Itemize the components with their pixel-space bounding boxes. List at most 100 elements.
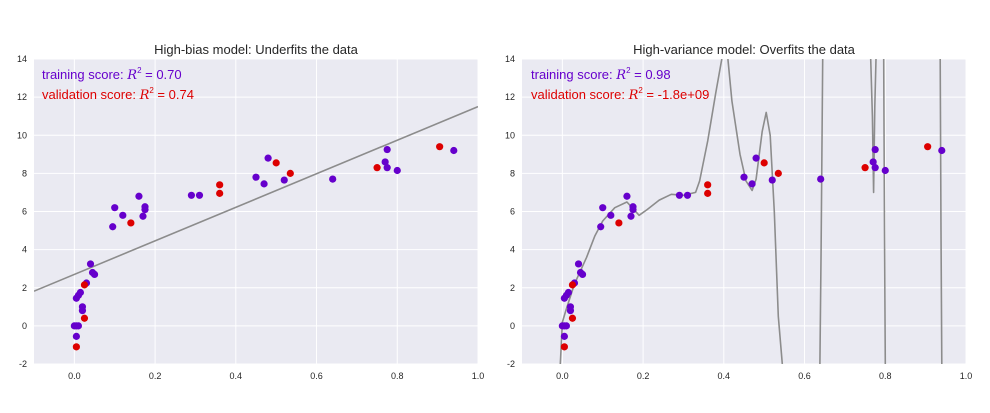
y-tick-label: -2 (507, 359, 515, 369)
training-point (629, 205, 637, 214)
training-point (566, 307, 575, 315)
training-point (869, 158, 877, 166)
training-point (871, 164, 879, 172)
training-point (252, 173, 260, 181)
validation-point (760, 159, 768, 167)
training-point (383, 164, 391, 172)
training-point (264, 154, 272, 162)
training-point (817, 175, 825, 183)
training-point (280, 176, 288, 184)
validation-point (436, 143, 444, 151)
validation-score-label: validation score: R2 = -1.8e+09 (531, 86, 709, 103)
x-tick-label: 0.2 (637, 371, 650, 381)
x-tick-label: 1.0 (960, 371, 973, 381)
x-tick-label: 0.8 (391, 371, 404, 381)
model-fit-curve-segment (559, 59, 723, 364)
model-fit-curve-segment (727, 59, 784, 364)
training-point (74, 322, 82, 330)
model-fit-curve-segment (869, 59, 877, 194)
y-tick-label: 8 (510, 168, 515, 178)
training-score-label: training score: R2 = 0.98 (531, 66, 671, 83)
y-tick-label: 8 (22, 168, 27, 178)
training-point (260, 180, 268, 188)
training-point (78, 307, 87, 315)
plot-content (34, 105, 478, 351)
model-fit-curve-segment (939, 59, 943, 364)
validation-point (615, 219, 623, 227)
training-point (381, 158, 389, 166)
training-point (599, 204, 607, 212)
y-tick-label: 10 (17, 130, 27, 140)
training-point (393, 166, 401, 175)
y-tick-label: 4 (510, 245, 515, 255)
training-point (90, 270, 99, 279)
training-point (562, 322, 571, 330)
x-tick-label: 0.8 (879, 371, 892, 381)
x-tick-label: 0.0 (556, 371, 569, 381)
validation-point (774, 169, 782, 177)
validation-point (924, 143, 932, 151)
training-point (139, 212, 147, 220)
training-point (740, 173, 748, 181)
validation-point (216, 189, 224, 197)
training-point (72, 332, 80, 340)
validation-point (286, 169, 294, 177)
validation-point (272, 159, 280, 167)
training-point (597, 223, 605, 231)
training-point (683, 191, 692, 199)
training-point (86, 260, 95, 268)
plot-content (558, 59, 946, 364)
training-point (627, 212, 635, 220)
training-score-label: training score: R2 = 0.70 (42, 66, 182, 83)
y-tick-label: 14 (505, 54, 515, 64)
training-point (329, 175, 337, 183)
validation-point (72, 343, 80, 351)
validation-point (568, 314, 577, 322)
training-point (574, 260, 583, 268)
training-point (675, 191, 684, 199)
model-fit-line (34, 105, 478, 292)
training-point (871, 145, 879, 154)
validation-point (216, 181, 224, 189)
x-tick-label: 0.0 (68, 371, 81, 381)
validation-point (861, 164, 869, 172)
training-point (119, 211, 127, 219)
validation-point (568, 281, 577, 289)
training-point (187, 191, 196, 199)
y-tick-label: 4 (22, 245, 27, 255)
validation-point (127, 219, 135, 227)
validation-point (704, 181, 712, 189)
x-tick-label: 0.4 (230, 371, 243, 381)
y-tick-label: 0 (510, 321, 515, 331)
y-tick-label: 6 (22, 207, 27, 217)
training-point (607, 211, 615, 219)
training-point (623, 192, 631, 200)
training-point (578, 270, 587, 279)
training-point (109, 223, 117, 231)
x-tick-label: 0.6 (310, 371, 323, 381)
x-tick-label: 0.6 (798, 371, 811, 381)
x-tick-label: 1.0 (472, 371, 485, 381)
training-point (768, 176, 776, 184)
validation-score-label: validation score: R2 = 0.74 (42, 86, 194, 103)
x-tick-label: 0.4 (718, 371, 731, 381)
y-tick-label: 10 (505, 130, 515, 140)
training-point (938, 146, 946, 155)
validation-point (560, 343, 568, 351)
chart-title: High-variance model: Overfits the data (633, 42, 856, 57)
plot-area: 0.0 0.2 0.4 0.6 0.8 1.0 -2 0 2 4 6 8 10 12 14 (505, 54, 972, 381)
training-point (141, 205, 149, 214)
validation-point (704, 189, 712, 197)
training-point (111, 204, 119, 212)
y-tick-label: -2 (19, 359, 27, 369)
x-tick-label: 0.2 (149, 371, 162, 381)
training-point (881, 166, 889, 175)
training-point (135, 192, 143, 200)
training-point (195, 191, 204, 199)
validation-point (80, 281, 89, 289)
y-tick-label: 12 (505, 92, 515, 102)
training-point (752, 154, 760, 162)
chart-title: High-bias model: Underfits the data (154, 42, 359, 57)
training-point (76, 288, 85, 297)
